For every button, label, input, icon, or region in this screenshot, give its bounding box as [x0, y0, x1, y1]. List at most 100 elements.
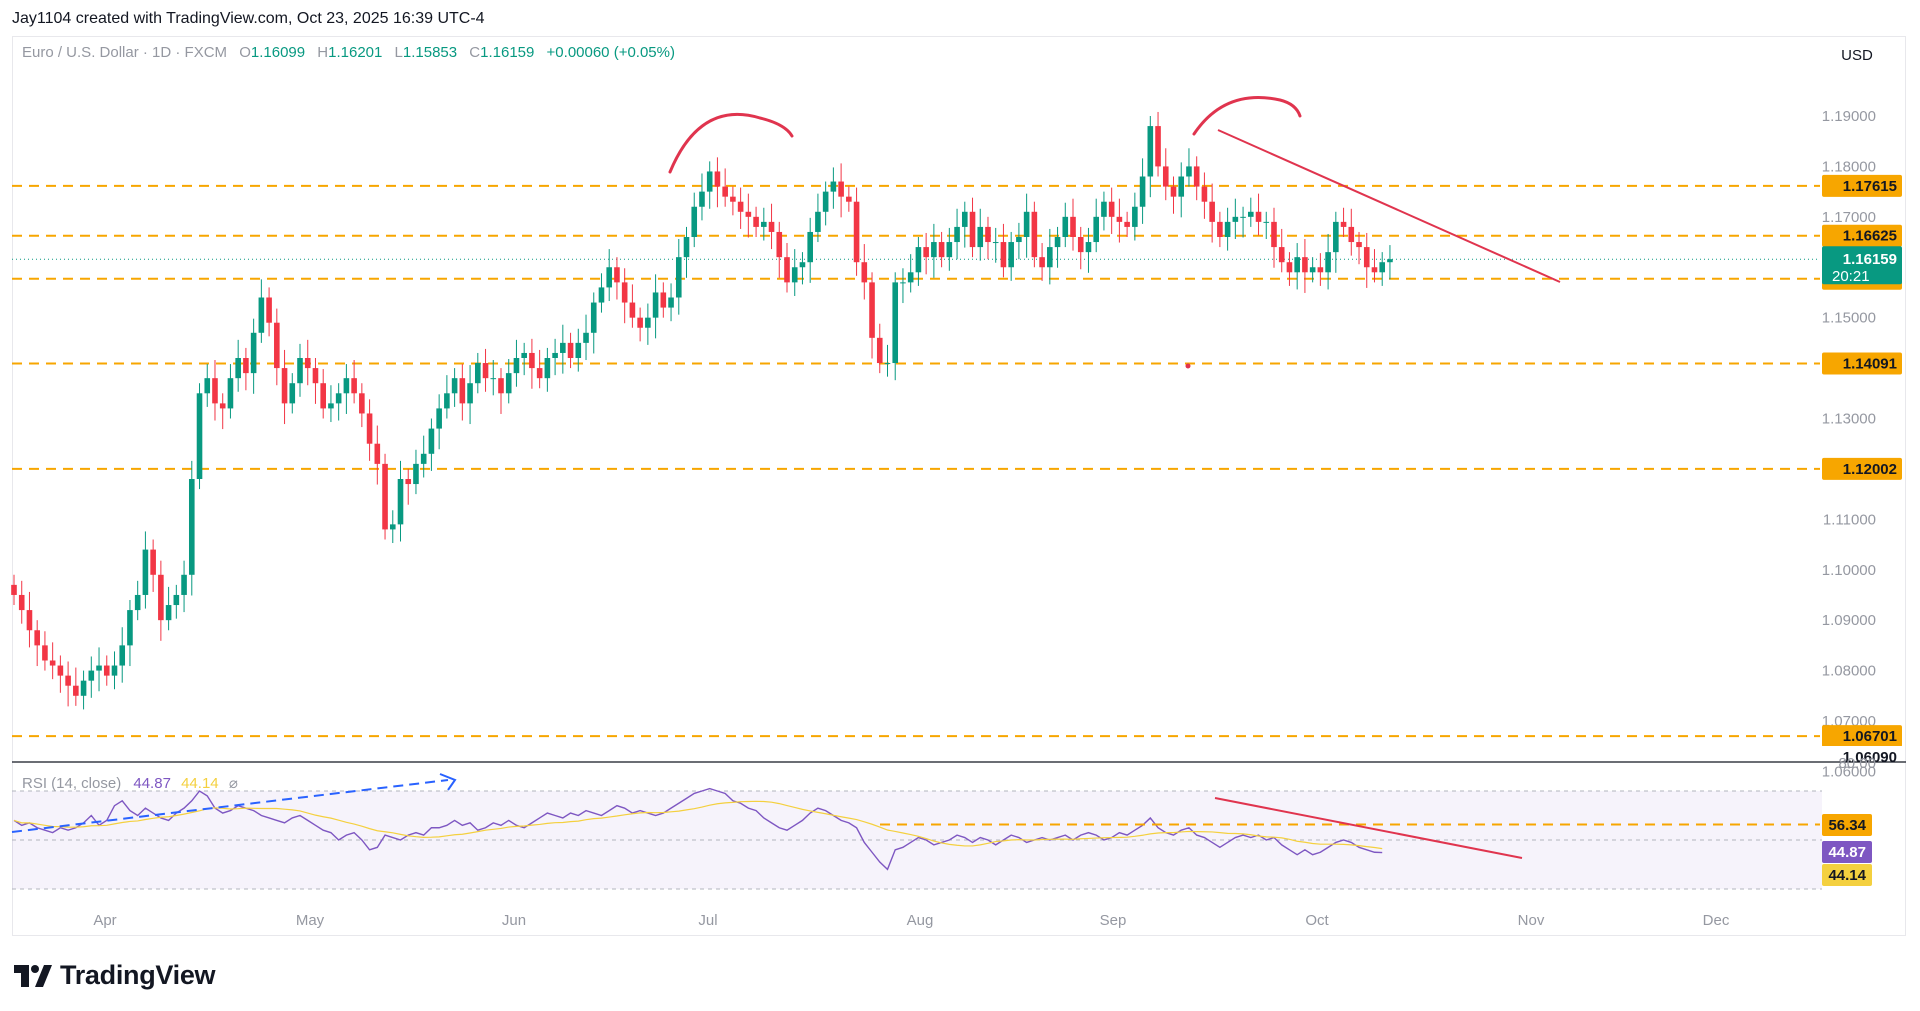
candle-body [498, 378, 504, 394]
rsi-badge [1822, 814, 1872, 836]
x-axis-label: Aug [907, 912, 934, 929]
price-level-label: 1.16625 [1843, 228, 1897, 245]
candle-body [219, 403, 226, 409]
low-label: L [394, 44, 403, 61]
candle-body [119, 645, 126, 666]
candle-body [281, 368, 288, 404]
candle-body [1248, 211, 1254, 217]
price-chart[interactable]: 1.19000 1.18000 1.17000 1.15000 1.13000 1.110… [0, 0, 1920, 940]
candle-body [1240, 216, 1246, 218]
candle-body [258, 297, 265, 333]
x-axis-label: Sep [1100, 912, 1127, 929]
candle-body [359, 393, 365, 414]
x-axis-label: Jun [502, 912, 526, 929]
candle-body [1186, 166, 1192, 177]
candle-body [397, 479, 404, 525]
y-tick-label: 1.19000 [1822, 108, 1876, 125]
x-axis-label: Dec [1703, 912, 1730, 929]
candle-body [420, 453, 427, 464]
candle-body [65, 675, 71, 686]
candle-body [80, 680, 87, 696]
bottom-price-badge [1822, 746, 1902, 766]
rsi-ma-value: 44.14 [181, 775, 219, 792]
candle-body [1263, 221, 1270, 223]
candle-body [235, 358, 241, 379]
open-label: O [239, 44, 251, 61]
price-level-badge [1822, 725, 1902, 748]
candle-body [961, 211, 968, 227]
rsi-blue-arrow [439, 773, 457, 791]
candle-body [111, 665, 118, 676]
candle-body [1132, 206, 1138, 227]
candle-body [714, 171, 721, 187]
candle-body [1016, 237, 1022, 243]
tradingview-logo-icon [14, 964, 52, 987]
candle-body [212, 378, 218, 404]
candle-body [683, 237, 690, 258]
candle-body [1054, 237, 1061, 248]
candle-body [598, 287, 605, 303]
candle-body [907, 272, 914, 283]
candle-body [791, 267, 798, 283]
candle-body [915, 247, 922, 273]
high-value: 1.16201 [328, 44, 383, 61]
x-axis-label: Jul [698, 912, 717, 929]
candle-body [312, 368, 319, 384]
candle-body [320, 383, 326, 409]
candle-body [1155, 126, 1161, 167]
candle-body [691, 206, 698, 237]
rsi-tick-label: 80.00 [1838, 755, 1876, 772]
candle-body [1255, 211, 1262, 222]
marker-dot [1185, 363, 1191, 369]
candle-body [49, 660, 56, 666]
candle-body [227, 378, 234, 409]
candle-body [1023, 211, 1030, 237]
symbol-name[interactable]: Euro / U.S. Dollar · 1D · FXCM [22, 44, 228, 61]
candle-body [575, 342, 582, 358]
candle-body [706, 171, 713, 192]
candle-body [1286, 262, 1293, 273]
candle-body [351, 378, 357, 394]
candle-body [815, 211, 821, 232]
candle-body [1101, 201, 1107, 217]
y-tick-label: 1.11000 [1823, 511, 1876, 528]
candle-body [343, 378, 350, 394]
candle-body [444, 393, 450, 409]
y-tick-label: 1.10000 [1822, 562, 1876, 579]
created-by-header: Jay1104 created with TradingView.com, Oc… [12, 10, 485, 27]
candle-body [1348, 226, 1355, 243]
price-level-label: 1.17615 [1843, 178, 1897, 195]
rsi-title[interactable]: RSI (14, close) [22, 775, 122, 792]
candle-body [614, 267, 620, 283]
candle-body [807, 231, 813, 263]
candle-body [173, 594, 180, 606]
candle-body [822, 191, 829, 212]
candle-body [1162, 166, 1169, 187]
arc-annotation-left [668, 113, 794, 174]
rsi-badge [1822, 841, 1872, 863]
candle-body [274, 322, 280, 369]
price-level-label: 1.12002 [1843, 461, 1897, 478]
candle-body [1000, 242, 1007, 268]
price-level-badge [1822, 224, 1902, 247]
candle-body [335, 393, 342, 404]
currency-button[interactable]: USD [1826, 44, 1888, 68]
candle-body [1147, 126, 1154, 177]
candle-body [142, 549, 149, 595]
candle-body [165, 605, 172, 621]
candle-body [946, 242, 953, 258]
candle-body [954, 226, 960, 243]
candle-body [1309, 267, 1316, 273]
candle-body [1271, 221, 1277, 248]
candle-body [985, 226, 991, 243]
candle-body [876, 337, 883, 364]
candle-body [428, 428, 435, 454]
candle-body [1209, 201, 1215, 222]
candle-body [389, 524, 396, 530]
candle-body [529, 352, 535, 369]
candle-body [243, 358, 249, 374]
brand[interactable]: TradingView [14, 960, 216, 991]
candle-body [637, 317, 643, 328]
candle-body [992, 242, 999, 244]
low-value: 1.15853 [402, 44, 458, 61]
